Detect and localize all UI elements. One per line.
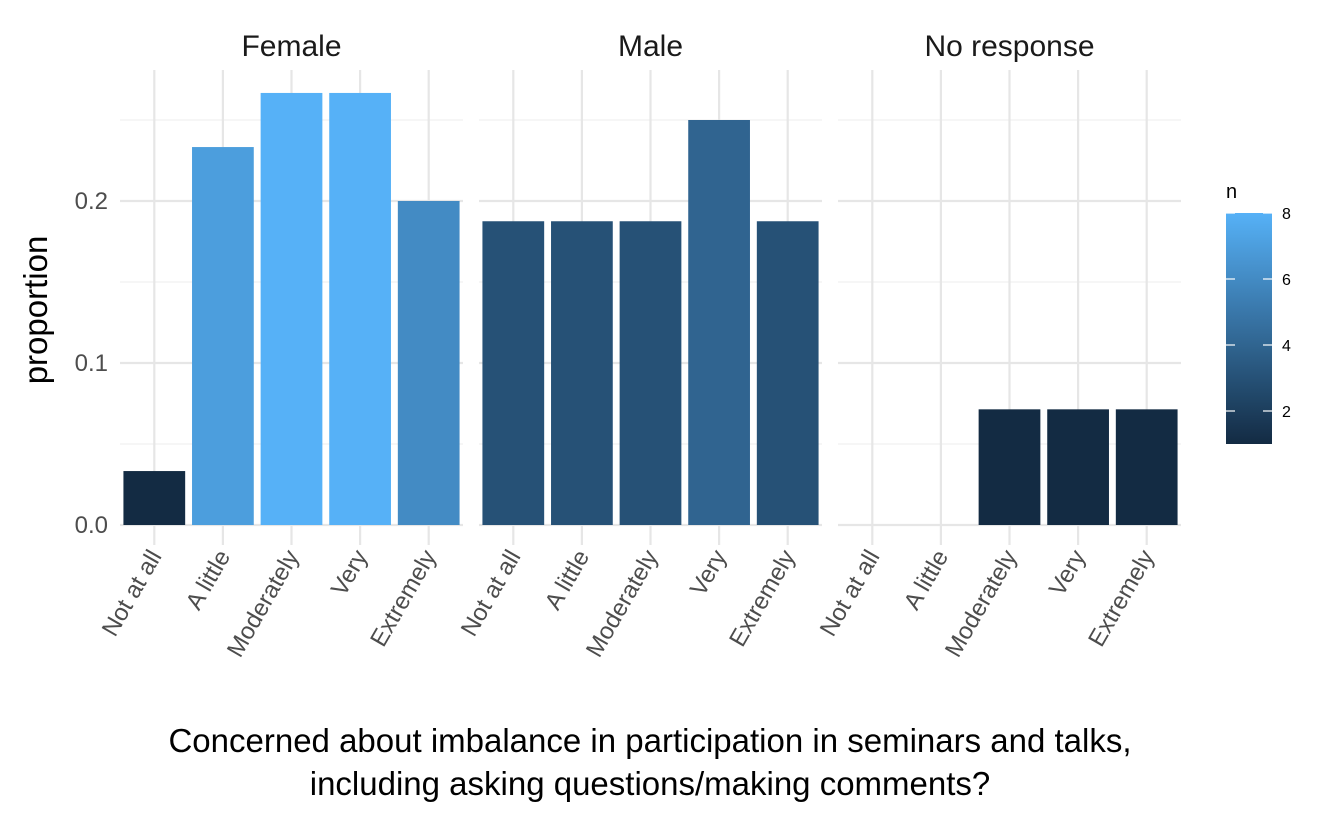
legend-title: n	[1226, 181, 1237, 203]
legend-colorbar	[1226, 213, 1272, 444]
bar-not-at-all	[482, 221, 545, 525]
legend-tick-label: 6	[1282, 272, 1291, 289]
bar-extremely	[756, 221, 819, 525]
bar-very	[1047, 409, 1109, 525]
y-axis: 0.0 0.1 0.2	[75, 188, 108, 539]
facet-label: No response	[924, 30, 1094, 63]
x-tick-label: A little	[899, 546, 954, 615]
x-tick-label: A little	[540, 546, 595, 615]
y-axis-title: proportion	[17, 236, 54, 385]
bar-very	[329, 92, 391, 526]
x-tick-label: Very	[1044, 546, 1091, 601]
bar-not-at-all	[123, 471, 186, 525]
facet-label: Female	[241, 30, 341, 63]
bar-moderately	[978, 409, 1041, 525]
x-tick-label: Moderately	[581, 546, 664, 662]
y-tick-label: 0.0	[75, 512, 108, 539]
bar-very	[688, 120, 750, 525]
legend: n 2 4 6 8	[1226, 181, 1291, 444]
x-tick-label: Not at all	[97, 546, 168, 642]
legend-tick-label: 2	[1282, 404, 1291, 421]
x-tick-label: Extremely	[365, 546, 442, 652]
x-tick-label: Very	[326, 546, 373, 601]
y-tick-label: 0.2	[75, 188, 108, 215]
x-axis-title-line-1: Concerned about imbalance in participati…	[168, 722, 1131, 759]
bar-moderately	[619, 221, 682, 525]
x-axis-title-line-2: including asking questions/making commen…	[310, 765, 991, 802]
legend-tick-label: 4	[1282, 338, 1291, 355]
bar-a-little	[192, 147, 254, 525]
x-tick-label: Extremely	[724, 546, 801, 652]
bar-extremely	[1115, 409, 1178, 525]
facet-label: Male	[618, 30, 683, 63]
x-tick-label: Moderately	[222, 546, 305, 662]
x-tick-label: Very	[685, 546, 732, 601]
x-tick-label: Extremely	[1083, 546, 1160, 652]
bar-a-little	[551, 221, 613, 525]
x-tick-label: Not at all	[456, 546, 527, 642]
x-tick-label: Not at all	[815, 546, 886, 642]
bar-extremely	[397, 201, 460, 525]
x-tick-label: Moderately	[940, 546, 1023, 662]
x-tick-label: A little	[181, 546, 236, 615]
y-tick-label: 0.1	[75, 350, 108, 377]
legend-tick-label: 8	[1282, 206, 1291, 223]
bar-moderately	[260, 92, 323, 526]
